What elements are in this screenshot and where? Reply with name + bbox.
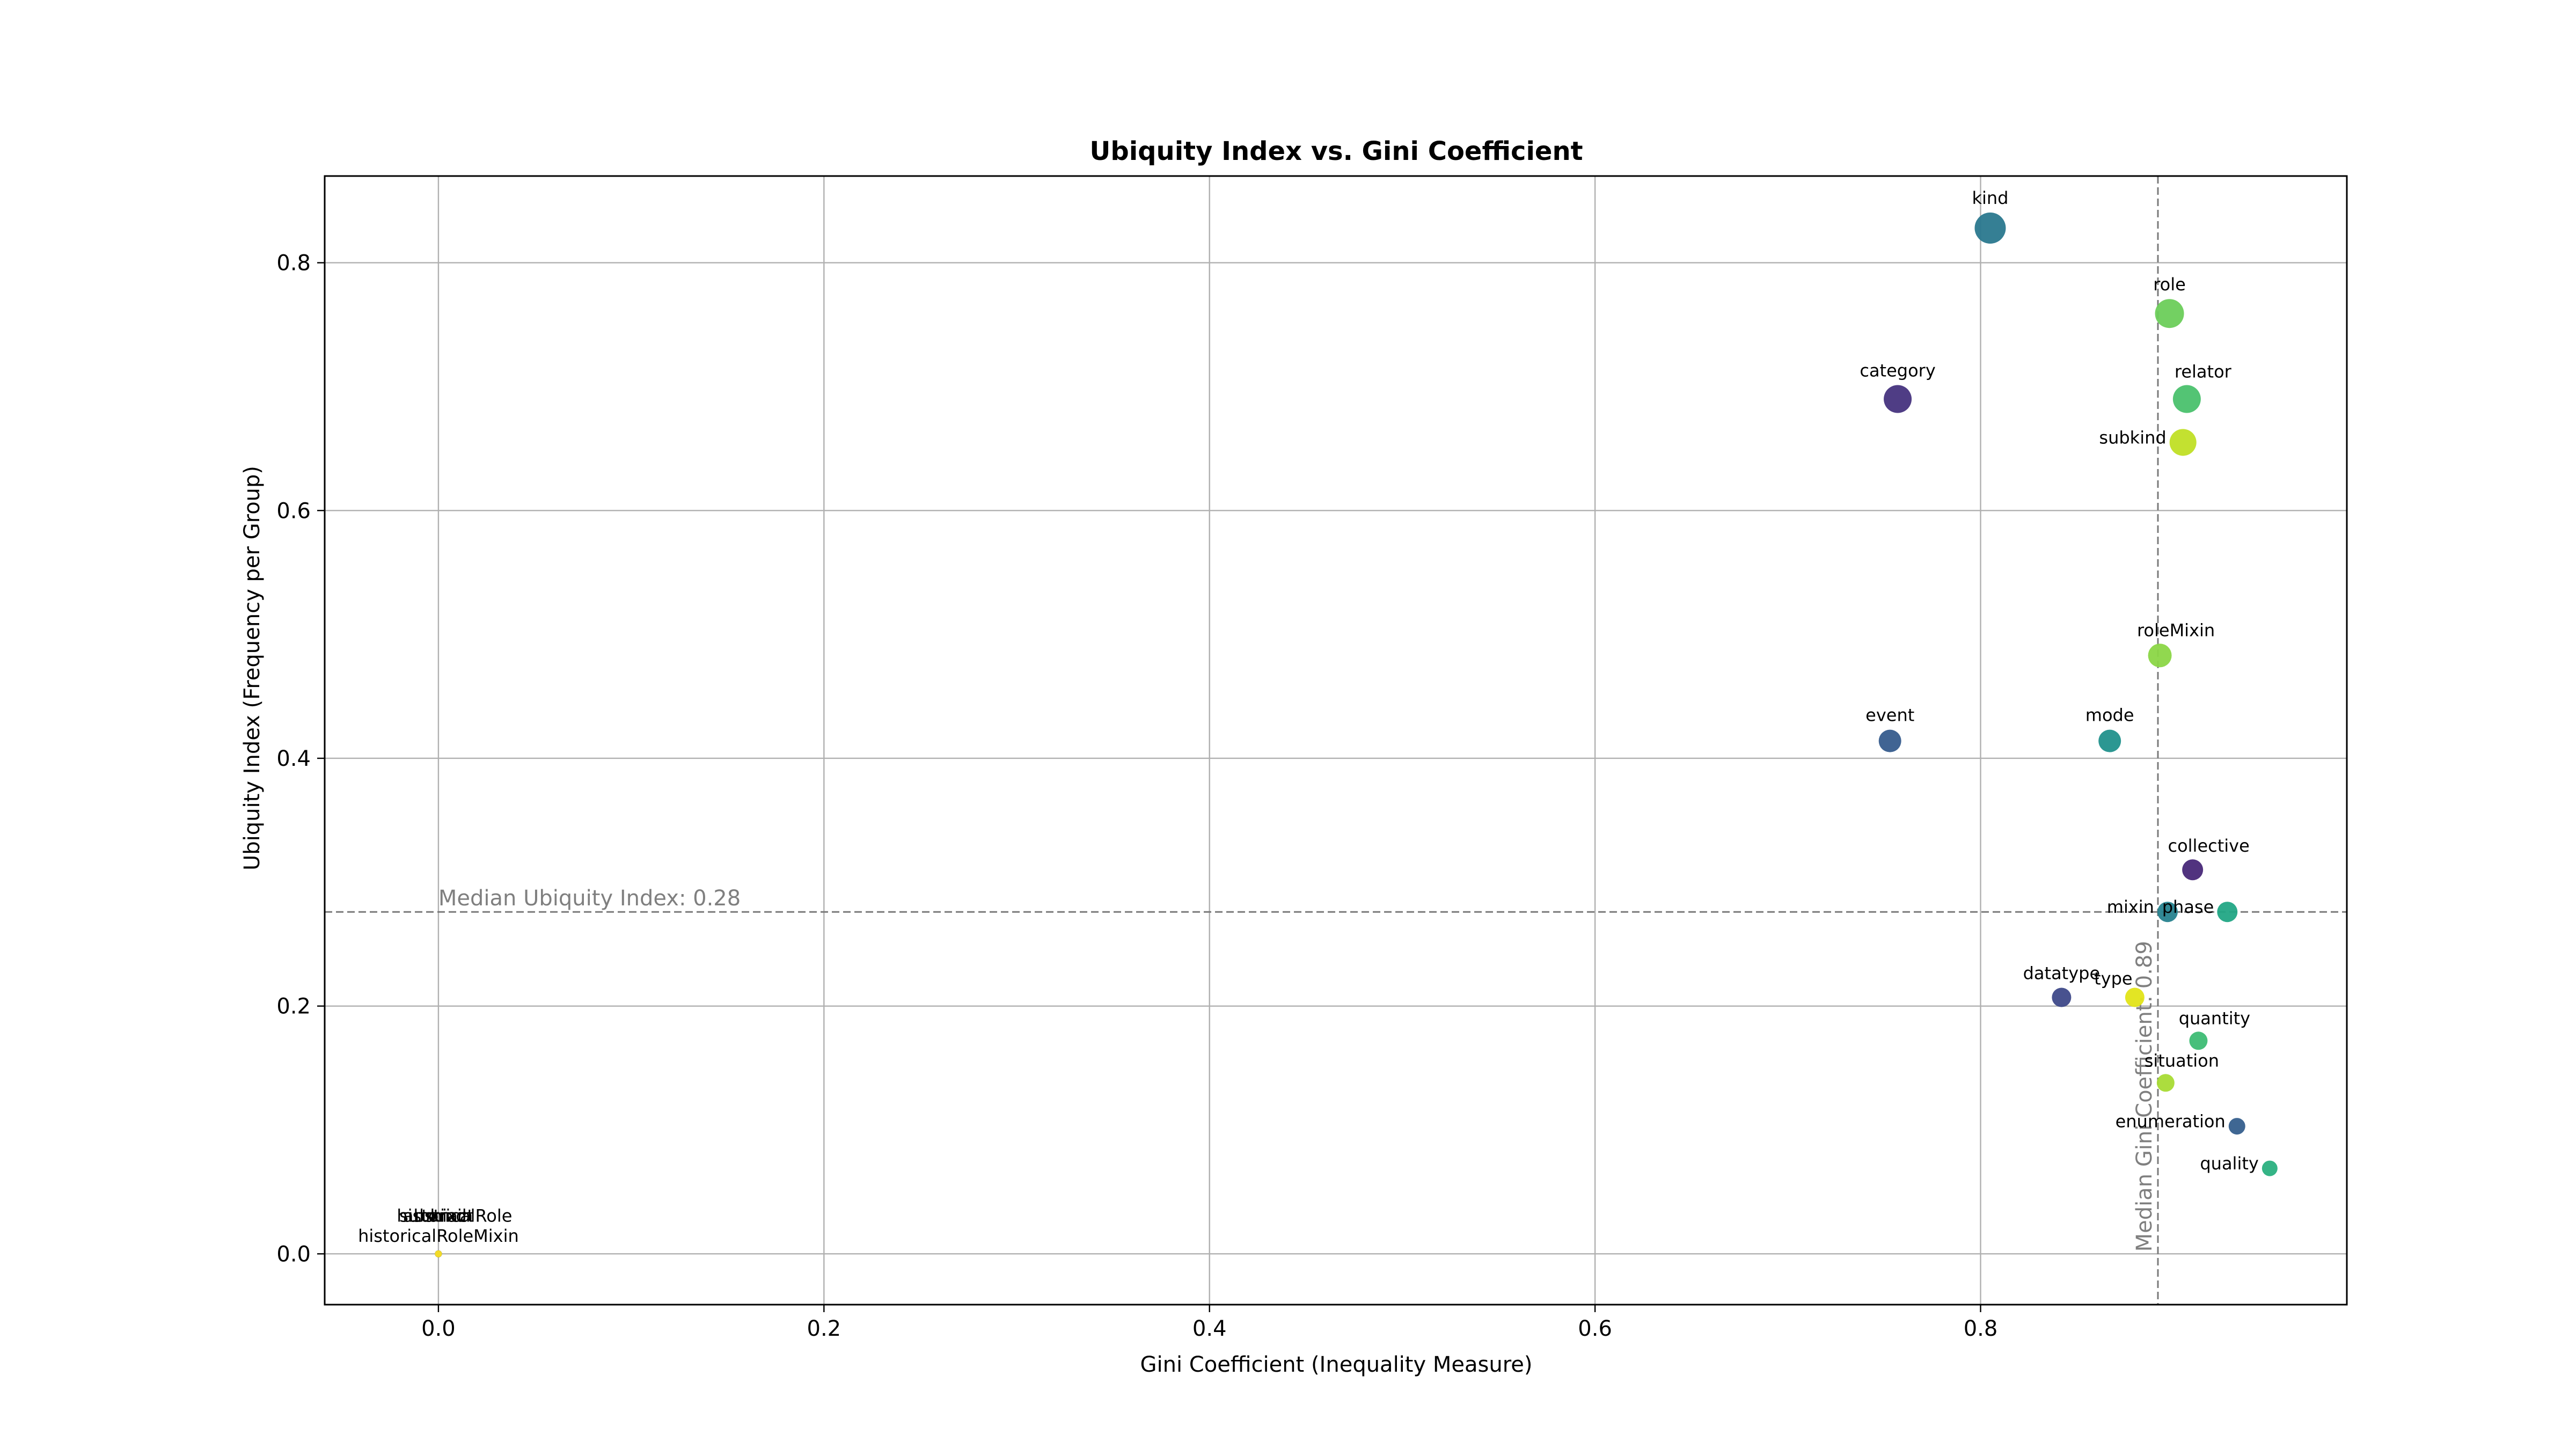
point-label: abstract [403,1205,474,1226]
point-label: type [2094,969,2132,989]
median-lines: Median Ubiquity Index: 0.28 Median Gini C… [325,176,2347,1305]
data-point [1884,385,1912,413]
data-point [2262,1160,2278,1176]
data-point [1878,729,1901,752]
chart-title: Ubiquity Index vs. Gini Coefficient [1089,136,1583,166]
point-label: kind [1972,188,2008,208]
point-label: collective [2168,836,2249,856]
point-label: quantity [2179,1008,2250,1028]
point-label: historicalRole [397,1205,512,1226]
axis-ticks: 0.0 0.2 0.4 0.6 0.8 0.0 0.2 0.4 0.6 0.8 [276,251,1997,1341]
point-label: event [1865,705,1914,726]
x-tick-label: 0.2 [807,1316,841,1341]
x-tick-label: 0.6 [1578,1316,1612,1341]
point-label: category [1860,361,1935,381]
point-label: mixin [426,1205,473,1226]
data-point [2189,1031,2208,1050]
data-point [2182,859,2204,881]
x-tick-label: 0.4 [1192,1316,1227,1341]
data-point [2125,987,2145,1007]
median-x-label: Median Gini Coefficient: 0.89 [2132,941,2157,1252]
median-y-label: Median Ubiquity Index: 0.28 [438,886,741,911]
point-label: subkind [2099,427,2166,448]
y-tick-label: 0.8 [276,251,311,276]
y-tick-label: 0.0 [276,1242,311,1267]
data-points [435,212,2278,1257]
data-point [2157,902,2178,923]
data-point [2098,729,2121,752]
point-label: historicalRoleMixin [358,1226,519,1246]
y-tick-label: 0.6 [276,499,311,523]
plot-frame [324,175,2348,1306]
y-tick-label: 0.4 [276,747,311,771]
data-point [2052,987,2072,1007]
x-axis-label: Gini Coefficient (Inequality Measure) [1140,1352,1533,1377]
data-point [435,1250,442,1257]
point-label: mode [2085,705,2134,726]
point-label: roleMixin [2137,620,2215,640]
point-label: phase [2162,897,2214,917]
data-point [2228,1118,2245,1135]
data-point [1974,212,2006,244]
x-tick-label: 0.8 [1964,1316,1998,1341]
point-label: relator [2175,362,2232,382]
point-labels: kind role relator category subkind roleMixin e… [358,188,2259,1246]
data-point [2148,643,2172,668]
point-label: mixin [2107,897,2154,917]
data-point [2156,1074,2175,1092]
point-label: quality [2200,1153,2258,1174]
x-tick-label: 0.0 [421,1316,456,1341]
point-label: enumeration [2116,1111,2226,1132]
grid [325,176,2347,1305]
point-label: datatype [2023,963,2101,984]
y-axis-label: Ubiquity Index (Frequency per Group) [240,466,265,870]
point-label: role [2153,274,2186,295]
y-tick-label: 0.2 [276,994,311,1019]
point-label: subkind [399,1205,466,1226]
data-point [2217,902,2238,923]
data-point [2155,299,2184,328]
point-label: situation [2145,1050,2219,1071]
data-point [2172,385,2201,413]
data-point [2169,429,2197,456]
